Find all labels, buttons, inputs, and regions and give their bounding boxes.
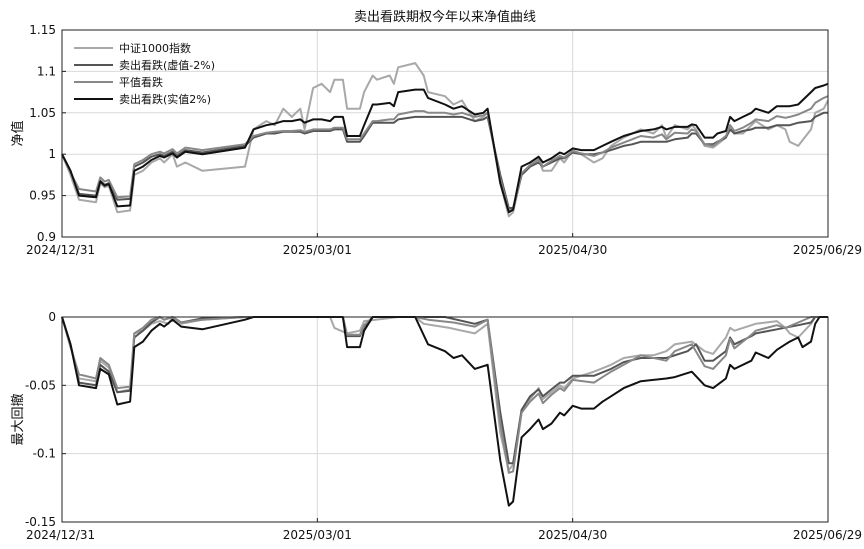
series-line-3 <box>61 95 829 212</box>
y-tick-label: 0 <box>48 310 56 324</box>
x-tick-label: 2025/03/01 <box>283 243 352 257</box>
x-tick-label: 2025/04/30 <box>538 528 607 542</box>
x-tick-label: 2024/12/31 <box>26 243 95 257</box>
x-tick-label: 2025/06/29 <box>793 243 862 257</box>
series-line-3 <box>61 316 828 474</box>
series-line-1 <box>61 316 828 472</box>
legend-entry: 卖出看跌(虚值-2%) <box>119 58 215 72</box>
y-tick-label: 1 <box>48 147 56 161</box>
y-tick-label: 1.1 <box>37 64 56 78</box>
y-tick-label: -0.1 <box>33 447 56 461</box>
x-tick-label: 2025/06/29 <box>793 528 862 542</box>
legend-entry: 平值看跌 <box>119 75 163 89</box>
plot-frame <box>61 316 829 523</box>
x-tick-label: 2025/04/30 <box>538 243 607 257</box>
panel-1: 0.9 0.95 1 1.05 1.1 1.15 2024/12/31 2025/03/01 2… <box>10 23 862 257</box>
legend-entry: 中证1000指数 <box>119 41 191 55</box>
plot-frame <box>61 29 829 238</box>
series-line-1 <box>61 62 829 218</box>
y-tick-label: -0.05 <box>25 378 56 392</box>
legend-entry: 卖出看跌(实值2%) <box>119 92 211 106</box>
series-line-2 <box>61 111 828 209</box>
series-line-2 <box>61 316 828 465</box>
y-axis-label: 净值 <box>10 120 26 146</box>
series-line-4 <box>61 82 829 214</box>
y-tick-label: 1.15 <box>29 23 56 37</box>
chart-title: 卖出看跌期权今年以来净值曲线 <box>354 9 536 25</box>
y-tick-label: 1.05 <box>29 106 56 120</box>
x-tick-label: 2025/03/01 <box>283 528 352 542</box>
series-line-4 <box>61 316 828 507</box>
y-axis-label: 最大回撤 <box>10 393 26 445</box>
x-tick-label: 2024/12/31 <box>26 528 95 542</box>
y-tick-label: 0.95 <box>29 189 56 203</box>
y-tick-label: 0.9 <box>37 230 56 244</box>
y-tick-label: -0.15 <box>25 515 56 529</box>
